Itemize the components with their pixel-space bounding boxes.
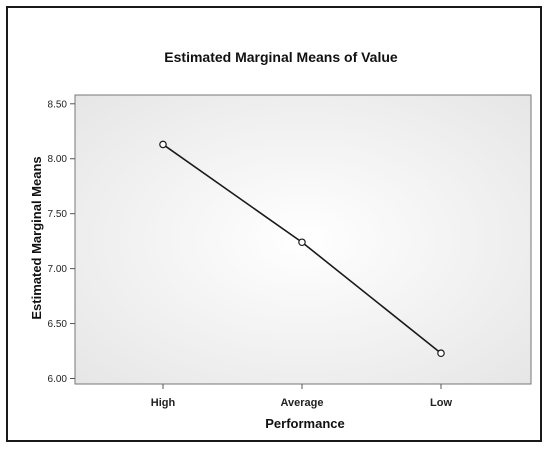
y-axis: 6.00 6.50 7.00 7.50 8.00 8.50 [48,99,75,385]
data-point-high [159,140,167,149]
x-tick-label: High [151,397,176,409]
y-tick-label: 8.00 [48,154,68,165]
x-tick-label: Low [430,397,452,409]
y-tick-label: 8.50 [48,99,68,110]
y-tick-label: 6.00 [48,374,68,385]
x-axis-title: Performance [265,416,344,431]
x-tick-label: Average [280,397,323,409]
y-tick-label: 7.00 [48,264,68,275]
y-axis-title: Estimated Marginal Means [29,156,44,319]
x-axis: High Average Low [151,384,452,409]
data-point-low [437,349,445,358]
series-line [159,140,445,358]
y-tick-label: 7.50 [48,209,68,220]
chart-title: Estimated Marginal Means of Value [164,49,398,65]
y-tick-label: 6.50 [48,319,68,330]
data-point-average [298,238,306,247]
